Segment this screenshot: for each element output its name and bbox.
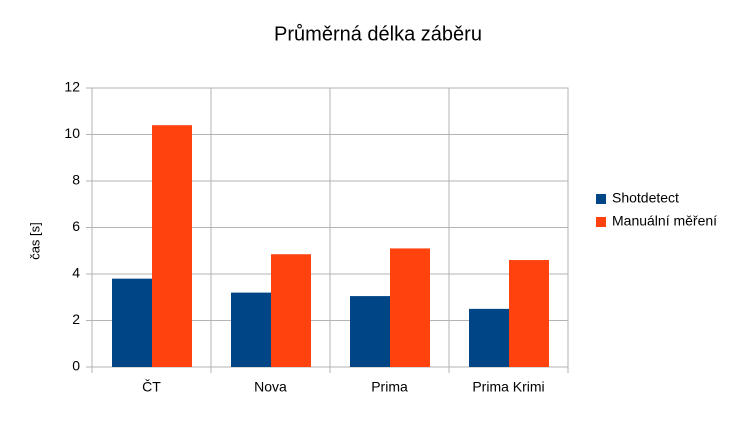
- bar: [350, 296, 390, 367]
- legend-label: Shotdetect: [612, 190, 679, 206]
- y-tick-label: 12: [64, 79, 80, 95]
- y-tick-label: 0: [72, 358, 80, 374]
- bar: [271, 254, 311, 367]
- y-tick-label: 8: [72, 172, 80, 188]
- x-tick-label: ČT: [142, 379, 161, 395]
- legend-label: Manuální měření: [612, 213, 717, 229]
- plot-border: [91, 87, 569, 368]
- bar: [112, 278, 152, 367]
- legend-swatch: [596, 194, 606, 204]
- y-tick-label: 4: [72, 265, 80, 281]
- bar: [231, 292, 271, 367]
- y-tick-label: 2: [72, 311, 80, 327]
- bar: [509, 260, 549, 367]
- y-tick-label: 6: [72, 218, 80, 234]
- chart-title: Průměrná délka záběru: [274, 23, 482, 45]
- y-tick-label: 10: [64, 125, 80, 141]
- bar: [390, 248, 430, 367]
- bar: [152, 125, 192, 367]
- x-tick-label: Prima: [371, 379, 408, 395]
- y-axis-label: čas [s]: [27, 222, 42, 260]
- legend-swatch: [596, 217, 606, 227]
- x-tick-label: Nova: [254, 379, 287, 395]
- x-tick-label: Prima Krimi: [472, 379, 544, 395]
- bar: [469, 308, 509, 367]
